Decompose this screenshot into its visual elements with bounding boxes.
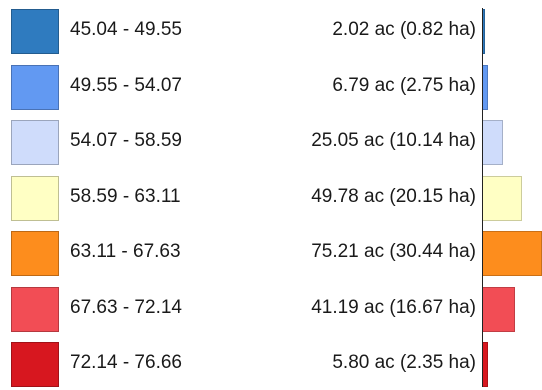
area-bar [483,175,523,221]
range-label: 54.07 - 58.59 [70,130,182,151]
area-label: 41.19 ac (16.67 ha) [311,296,476,318]
legend-row: 54.07 - 58.59 25.05 ac (10.14 ha) [0,116,542,168]
area-label: 2.02 ac (0.82 ha) [332,19,476,40]
color-swatch [11,175,59,221]
legend-row: 72.14 - 76.66 5.80 ac (2.35 ha) [0,338,542,390]
legend-row: 63.11 - 67.63 75.21 ac (30.44 ha) [0,227,542,279]
legend-row: 45.04 - 49.55 2.02 ac (0.82 ha) [0,5,542,57]
legend-row: 49.55 - 54.07 6.79 ac (2.75 ha) [0,61,542,113]
legend-row: 67.63 - 72.14 41.19 ac (16.67 ha) [0,283,542,335]
area-bar [483,342,488,387]
area-label: 25.05 ac (10.14 ha) [311,130,476,151]
legend-row: 58.59 - 63.11 49.78 ac (20.15 ha) [0,172,542,224]
area-bar [483,64,489,110]
area-bar [483,120,503,165]
range-label: 72.14 - 76.66 [70,352,182,373]
color-swatch [11,286,59,332]
area-label: 5.80 ac (2.35 ha) [332,352,476,373]
color-swatch [11,64,59,110]
bar-axis-line [482,8,483,387]
color-swatch [11,231,59,276]
range-label: 45.04 - 49.55 [70,19,182,40]
color-swatch [11,342,59,387]
color-swatch [11,120,59,165]
area-label: 49.78 ac (20.15 ha) [311,185,476,207]
range-label: 58.59 - 63.11 [70,185,181,207]
area-bar [483,231,542,276]
area-label: 75.21 ac (30.44 ha) [311,241,476,262]
area-label: 6.79 ac (2.75 ha) [332,74,476,96]
range-label: 63.11 - 67.63 [70,241,181,262]
area-bar [483,286,516,332]
range-label: 49.55 - 54.07 [70,74,182,96]
color-swatch [11,9,59,54]
area-bar [483,9,485,54]
range-label: 67.63 - 72.14 [70,296,182,318]
